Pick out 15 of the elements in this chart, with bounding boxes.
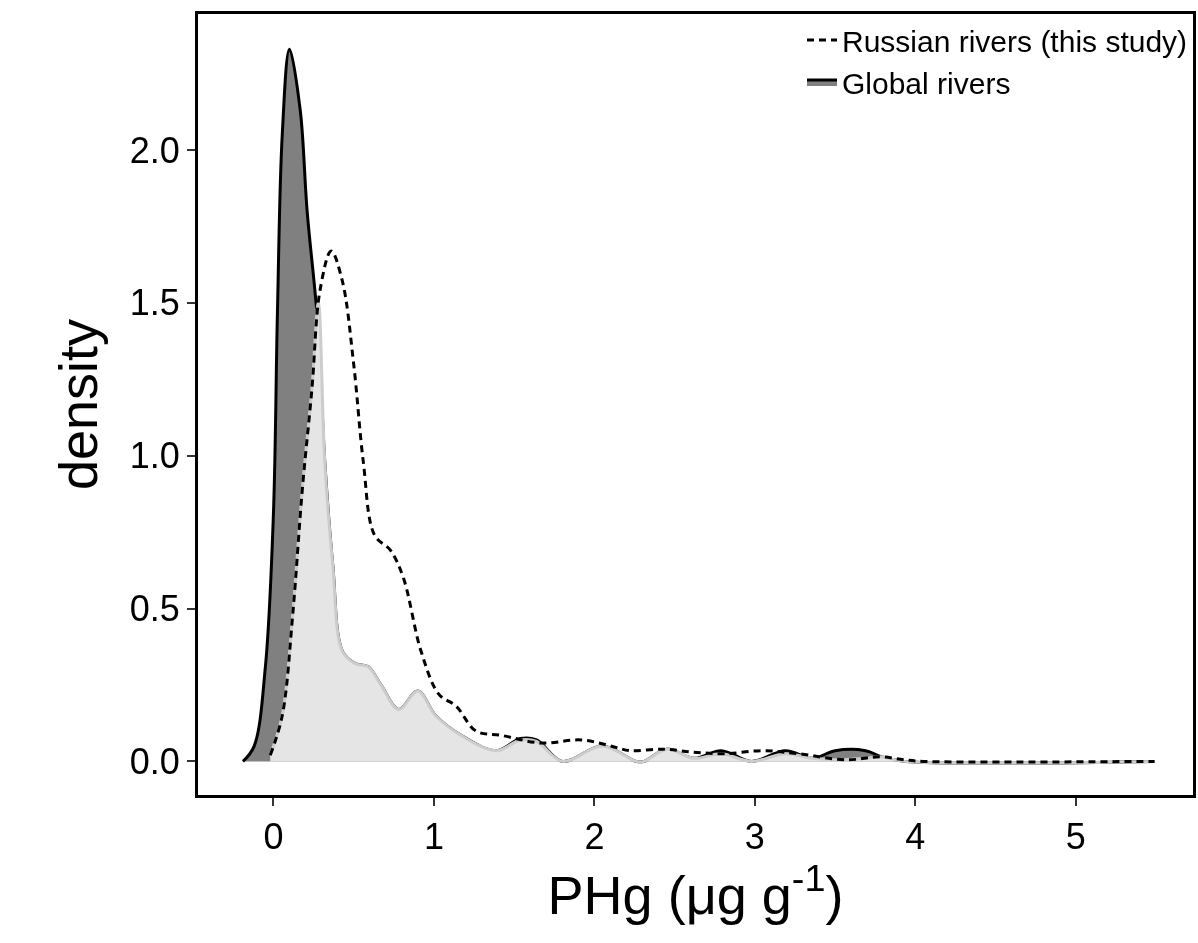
x-tick-label: 1 xyxy=(423,816,444,858)
y-tick-label: 0.5 xyxy=(129,588,180,630)
y-tick-label: 2.0 xyxy=(129,129,180,171)
x-tick-label: 4 xyxy=(905,816,926,858)
y-tick-label: 1.0 xyxy=(129,435,180,477)
y-tick-label: 0.0 xyxy=(129,740,180,782)
legend-label: Global rivers xyxy=(842,66,1011,100)
x-tick-label: 5 xyxy=(1065,816,1086,858)
x-tick-label: 0 xyxy=(263,816,284,858)
x-tick-label: 3 xyxy=(744,816,765,858)
x-axis-title: PHg (μg g$^{-1}$) xyxy=(547,857,844,925)
y-axis-title: density xyxy=(48,318,109,491)
y-tick-label: 1.5 xyxy=(129,282,180,324)
x-tick-label: 2 xyxy=(584,816,605,858)
legend-label: Russian rivers (this study) xyxy=(842,24,1188,58)
